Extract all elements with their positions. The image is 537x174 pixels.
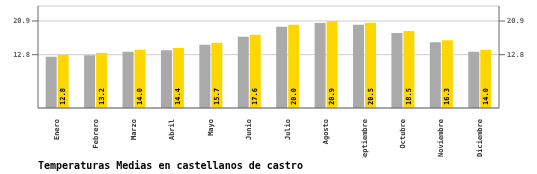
svg-text:Octubre: Octubre — [399, 119, 407, 149]
svg-text:Febrero: Febrero — [92, 119, 100, 149]
svg-text:Agosto: Agosto — [322, 119, 330, 144]
svg-text:20.5: 20.5 — [367, 88, 375, 105]
svg-text:20.9: 20.9 — [13, 17, 30, 25]
svg-text:Mayo: Mayo — [207, 119, 215, 136]
svg-text:14.0: 14.0 — [482, 88, 490, 105]
svg-text:20.9: 20.9 — [507, 17, 524, 25]
svg-text:Septiembre: Septiembre — [361, 119, 369, 158]
svg-text:14.4: 14.4 — [174, 88, 182, 105]
svg-text:Noviembre: Noviembre — [437, 119, 445, 157]
svg-text:14.0: 14.0 — [136, 88, 144, 105]
svg-text:Marzo: Marzo — [130, 119, 138, 140]
svg-text:20.0: 20.0 — [290, 88, 298, 105]
svg-text:16.3: 16.3 — [443, 88, 451, 105]
svg-text:13.2: 13.2 — [98, 88, 106, 105]
svg-text:17.6: 17.6 — [251, 88, 259, 105]
svg-text:Junio: Junio — [245, 119, 253, 140]
svg-text:Julio: Julio — [284, 119, 292, 140]
svg-text:20.9: 20.9 — [328, 88, 336, 105]
html-text:Temperaturas Medias en castell: Temperaturas Medias en castellanos de ca… — [38, 160, 303, 171]
svg-text:Enero: Enero — [53, 119, 61, 140]
svg-text:18.5: 18.5 — [405, 88, 413, 105]
svg-text:12.8: 12.8 — [507, 51, 524, 59]
svg-text:12.8: 12.8 — [59, 88, 67, 105]
svg-text:15.7: 15.7 — [213, 88, 221, 105]
svg-text:Diciembre: Diciembre — [476, 119, 484, 157]
svg-text:Abril: Abril — [168, 119, 176, 140]
svg-text:12.8: 12.8 — [13, 51, 30, 59]
